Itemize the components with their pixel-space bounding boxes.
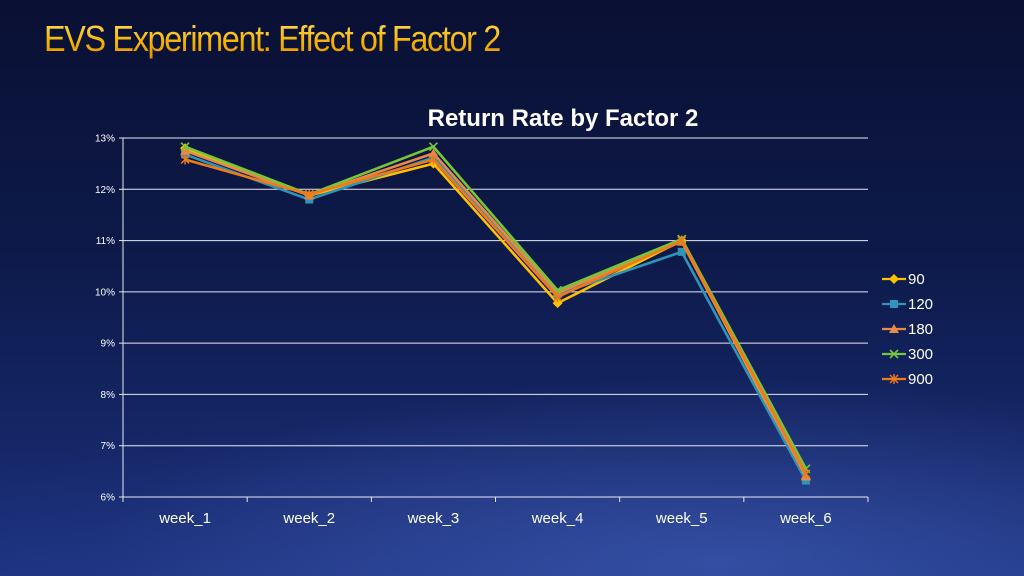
legend-item: 180 bbox=[882, 321, 933, 338]
gridlines bbox=[123, 137, 868, 498]
legend-label: 180 bbox=[908, 321, 933, 338]
data-point bbox=[180, 145, 191, 155]
y-tick-label: 6% bbox=[101, 493, 116, 504]
chart-title: Return Rate by Factor 2 bbox=[428, 105, 699, 132]
y-tick-label: 7% bbox=[101, 441, 116, 452]
x-tick-label: week_1 bbox=[158, 510, 211, 527]
y-tick-label: 9% bbox=[101, 339, 116, 350]
data-point bbox=[428, 148, 439, 158]
data-point bbox=[428, 154, 438, 165]
data-point bbox=[305, 195, 314, 204]
series-900 bbox=[180, 154, 811, 479]
legend-item: 900 bbox=[882, 371, 933, 388]
x-tick-label: week_6 bbox=[779, 510, 832, 527]
legend: 90 120 180 300 900 bbox=[882, 271, 933, 388]
series-120 bbox=[181, 150, 810, 485]
data-point bbox=[304, 189, 314, 200]
series-line bbox=[184, 153, 808, 482]
legend-label: 90 bbox=[908, 271, 925, 288]
axes: 6% 7% 8% 9% 10% 11% 12% 13% week_1 week_2 week_3 we… bbox=[95, 134, 869, 527]
data-point bbox=[677, 235, 687, 246]
data-point bbox=[801, 468, 811, 479]
slide-title: EVS Experiment: Effect of Factor 2 bbox=[44, 18, 501, 59]
legend-marker bbox=[889, 274, 899, 284]
legend-item: 90 bbox=[882, 271, 925, 288]
series-line bbox=[184, 147, 808, 480]
series-lines bbox=[180, 142, 811, 485]
data-point bbox=[180, 154, 190, 165]
legend-label: 300 bbox=[908, 346, 933, 363]
legend-label: 900 bbox=[908, 371, 933, 388]
y-tick-label: 13% bbox=[95, 134, 115, 145]
data-point bbox=[428, 142, 438, 152]
series-line bbox=[184, 149, 808, 478]
x-tick-label: week_4 bbox=[531, 510, 584, 527]
legend-label: 120 bbox=[908, 296, 933, 313]
data-point bbox=[552, 298, 563, 309]
legend-marker bbox=[889, 324, 899, 333]
x-tick-label: week_5 bbox=[655, 510, 708, 527]
legend-marker bbox=[890, 300, 898, 308]
legend-marker bbox=[889, 374, 899, 384]
x-tick-label: week_2 bbox=[282, 510, 335, 527]
legend-item: 300 bbox=[882, 346, 933, 363]
legend-item: 120 bbox=[882, 296, 933, 313]
y-tick-label: 12% bbox=[95, 185, 115, 196]
y-tick-label: 10% bbox=[95, 287, 115, 298]
y-tick-label: 11% bbox=[96, 236, 115, 247]
data-point bbox=[677, 247, 686, 256]
data-point bbox=[801, 476, 810, 485]
data-point bbox=[180, 142, 190, 152]
x-tick-label: week_3 bbox=[407, 510, 460, 527]
y-tick-label: 8% bbox=[101, 390, 116, 401]
data-point bbox=[553, 291, 563, 302]
series-line bbox=[184, 158, 808, 475]
legend-marker bbox=[889, 349, 899, 359]
